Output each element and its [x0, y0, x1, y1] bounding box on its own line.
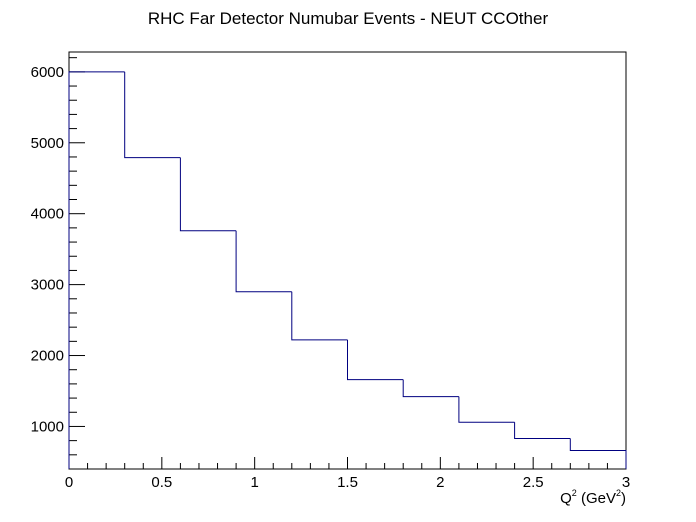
x-tick-label: 0: [65, 474, 73, 491]
y-tick-label: 6000: [31, 64, 64, 81]
x-tick-label: 1.5: [337, 474, 358, 491]
y-tick-label: 2000: [31, 348, 64, 365]
histogram-bin: [458, 396, 515, 423]
y-tick-label: 4000: [31, 206, 64, 223]
histogram-bin: [291, 291, 348, 341]
histogram-bin: [124, 71, 181, 159]
histogram-bin: [179, 157, 237, 232]
histogram-bin: [569, 438, 627, 469]
x-tick-label: 0.5: [151, 474, 172, 491]
y-axis: 1000 2000 3000 4000 5000 6000: [31, 57, 85, 470]
y-tick-label: 5000: [31, 135, 64, 152]
histogram-series: [68, 71, 627, 469]
chart-title: RHC Far Detector Numubar Events - NEUT C…: [148, 9, 549, 28]
histogram-bin: [402, 379, 459, 398]
x-tick-label: 2: [436, 474, 444, 491]
x-axis-label: Q2 (GeV2): [560, 488, 626, 507]
histogram-bin: [68, 71, 125, 469]
histogram-bin: [347, 339, 404, 381]
x-axis: 0 0.5 1 1.5 2 2.5 3: [65, 457, 630, 491]
y-tick-label: 3000: [31, 277, 64, 294]
plot-frame: [68, 51, 627, 470]
x-tick-label: 2.5: [523, 474, 544, 491]
x-tick-label: 1: [250, 474, 258, 491]
y-tick-label: 1000: [31, 418, 64, 435]
x-tick-label: 3: [622, 474, 630, 491]
histogram-bin: [235, 230, 292, 293]
histogram-bin: [514, 422, 571, 440]
